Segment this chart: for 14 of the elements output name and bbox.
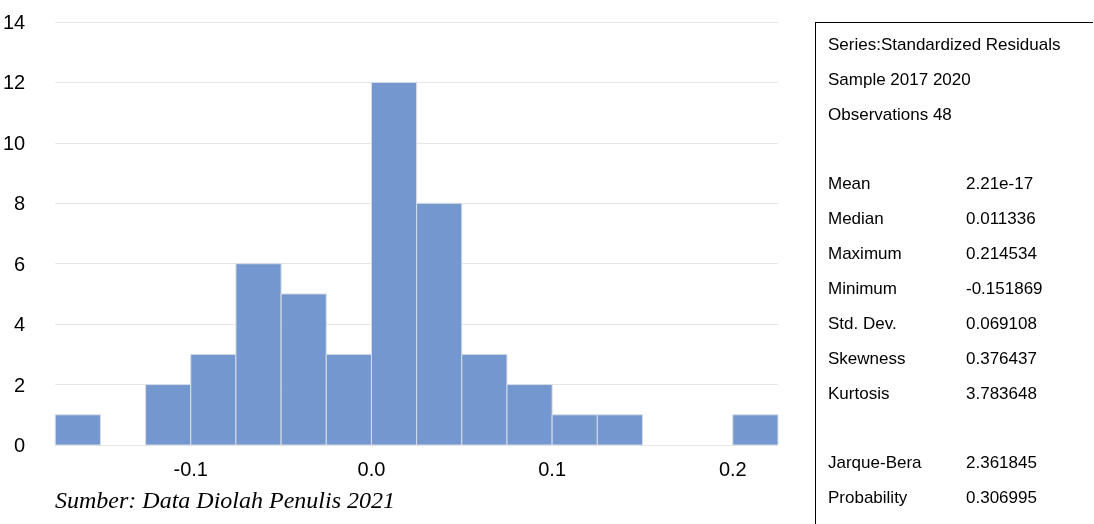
x-tick-label: -0.1 [173,458,208,480]
y-tick-label: 0 [14,434,26,456]
y-tick-label: 12 [3,71,26,94]
x-tick-label: 0.2 [718,458,747,480]
y-tick-label: 2 [14,373,26,396]
x-tick-label: 0.0 [357,458,386,480]
y-tick-label: 6 [14,252,26,275]
stats-box: Series:Standardized Residuals Sample 2017 2020 Observations 48 Mean 2.21e-17 Median 0.011336 Maximum 0.214534 Minimum -0.151869 Std. Dev. 0.069108 Skewness 0.376437 Kurtosis 3.783648 Jarque-Bera 2.361845 Probability 0.306995 [815,22,1093,524]
y-tick-label: 4 [14,313,26,336]
y-tick-label: 14 [3,11,26,33]
x-tick-label: 0.1 [538,458,567,480]
y-tick-label: 8 [14,192,26,215]
text: Sumber: Data Diolah Penulis 2021 [55,487,395,514]
y-tick-label: 10 [3,131,26,154]
